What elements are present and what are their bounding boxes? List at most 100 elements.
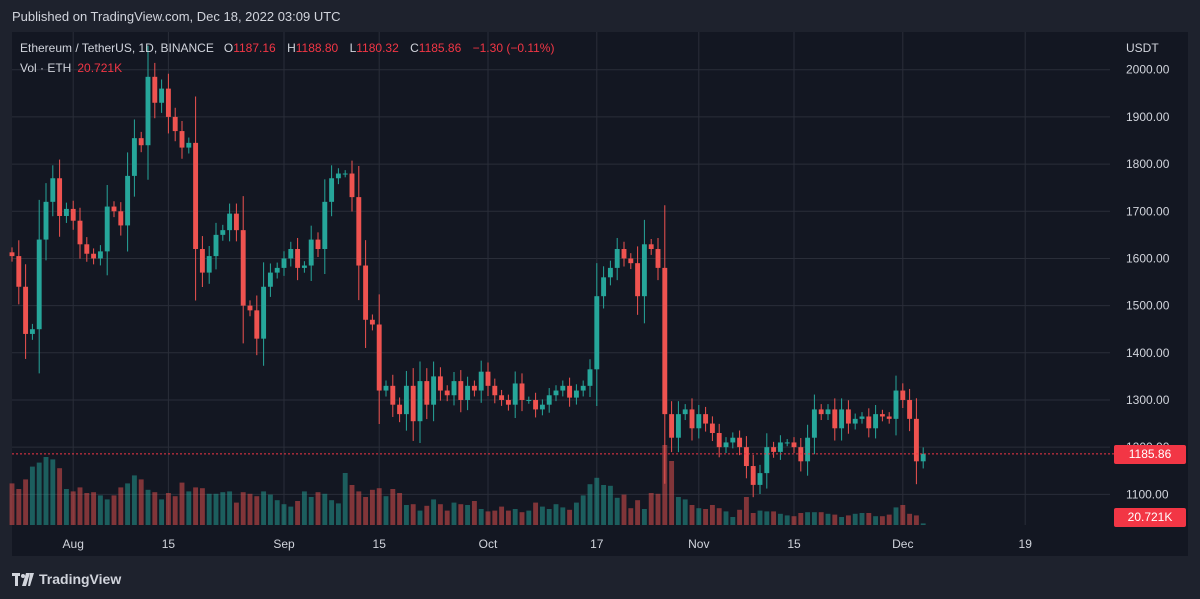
candle-body: [397, 404, 403, 415]
candle-body: [227, 213, 233, 231]
candle-body: [607, 267, 613, 278]
volume-bar: [247, 493, 253, 525]
candle-body: [601, 277, 607, 297]
volume-bar: [118, 487, 124, 525]
volume-bar: [873, 516, 879, 525]
last-price-tag: 1185.86: [1114, 444, 1186, 464]
axis-unit-label[interactable]: USDT: [1126, 41, 1159, 55]
volume-bar: [233, 502, 239, 525]
volume-bar: [63, 489, 69, 525]
candle-body: [281, 258, 287, 268]
y-tick-label: 1900.00: [1126, 110, 1170, 124]
volume-bar: [505, 510, 511, 525]
volume-bar: [465, 505, 471, 525]
volume-bar: [220, 492, 226, 525]
volume-bars: [9, 445, 926, 525]
candle-body: [50, 178, 56, 202]
candle-body: [349, 173, 355, 198]
candle-body: [587, 369, 593, 386]
close-label: C: [410, 41, 419, 55]
y-axis-ticks: 1100.001200.001300.001400.001500.001600.…: [1126, 63, 1170, 502]
volume-bar: [186, 491, 192, 525]
x-axis-ticks: Aug 15 Sep 15 Oct 17 Nov 15 Dec 19: [63, 537, 1033, 551]
volume-bar: [369, 489, 375, 525]
candle-body: [451, 381, 457, 396]
volume-bar: [879, 516, 885, 525]
candle-body: [893, 390, 899, 419]
volume-bar: [519, 512, 525, 525]
candle-body: [247, 305, 253, 311]
ohlc-legend: Ethereum / TetherUS, 1D, BINANCE O1187.1…: [20, 41, 554, 55]
candle-body: [125, 175, 131, 226]
candle-body: [274, 267, 280, 273]
volume-bar: [601, 485, 607, 525]
volume-bar: [716, 508, 722, 525]
volume-bar: [825, 513, 831, 525]
tradingview-logo-icon: [12, 572, 34, 586]
volume-bar: [165, 493, 171, 525]
volume-bar: [417, 510, 423, 525]
volume-bar: [662, 445, 668, 525]
volume-bar: [682, 499, 688, 525]
volume-bar: [356, 491, 362, 525]
volume-bar: [764, 511, 770, 525]
volume-bar: [573, 502, 579, 525]
candle-body: [750, 466, 756, 485]
volume-bar: [261, 491, 267, 525]
candle-body: [383, 385, 389, 391]
candle-body: [179, 131, 185, 148]
volume-label[interactable]: Vol · ETH: [20, 61, 72, 75]
volume-bar: [288, 506, 294, 525]
volume-bar: [757, 510, 763, 525]
last-volume-tag: 20.721K: [1114, 508, 1186, 527]
candle-body: [900, 390, 906, 400]
candle-body: [84, 244, 90, 254]
volume-bar: [859, 513, 865, 525]
volume-bar: [832, 514, 838, 525]
high-label: H: [287, 41, 296, 55]
volume-bar: [16, 489, 22, 525]
volume-bar: [329, 500, 335, 525]
x-tick-label: Aug: [63, 537, 84, 551]
candle-body: [499, 395, 505, 400]
candle-body: [261, 286, 267, 339]
volume-bar: [478, 509, 484, 525]
volume-bar: [295, 501, 301, 525]
candle-body: [9, 252, 15, 257]
grid-lines: [12, 32, 1110, 525]
volume-bar: [587, 484, 593, 525]
volume-bar: [322, 493, 328, 525]
volume-bar: [512, 509, 518, 525]
candle-body: [288, 249, 294, 259]
chart-panel[interactable]: [12, 32, 1188, 556]
volume-bar: [29, 466, 35, 525]
volume-bar: [383, 496, 389, 525]
x-tick-label: 17: [590, 537, 604, 551]
volume-bar: [437, 504, 443, 525]
candle-body: [614, 249, 620, 268]
candle-body: [220, 230, 226, 235]
candle-body: [138, 138, 144, 146]
candle-body: [777, 442, 783, 452]
volume-bar: [798, 513, 804, 525]
x-tick-label: 15: [162, 537, 176, 551]
symbol-title[interactable]: Ethereum / TetherUS, 1D, BINANCE: [20, 41, 214, 55]
volume-bar: [213, 493, 219, 525]
candle-body: [417, 381, 423, 422]
tradingview-logo[interactable]: TradingView: [12, 571, 121, 587]
volume-bar: [791, 516, 797, 525]
volume-bar: [97, 495, 103, 525]
candle-body: [635, 263, 641, 297]
candle-body: [206, 256, 212, 273]
candle-body: [465, 385, 471, 400]
candle-body: [131, 138, 137, 176]
candle-body: [879, 414, 885, 417]
volume-bar: [485, 511, 491, 525]
volume-bar: [743, 497, 749, 525]
candle-body: [104, 206, 110, 252]
volume-bar: [845, 515, 851, 525]
volume-bar: [703, 509, 709, 525]
candle-body: [886, 416, 892, 419]
y-tick-label: 1600.00: [1126, 251, 1170, 265]
